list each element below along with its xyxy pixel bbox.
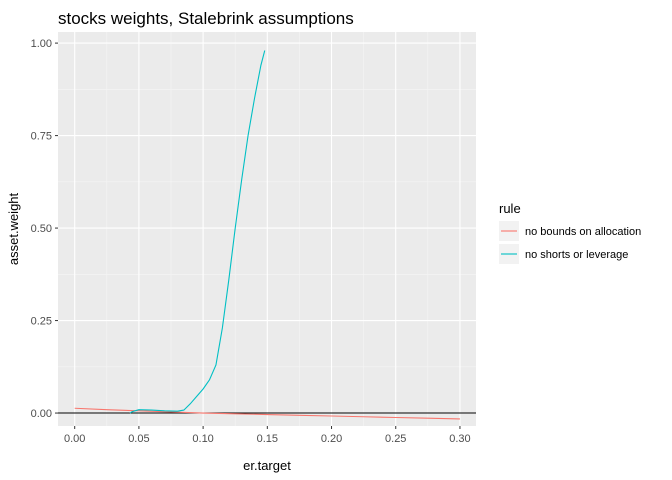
x-tick-label: 0.25 [385,433,406,445]
legend-label-2: no shorts or leverage [525,249,628,261]
y-tick-label: 0.00 [31,408,52,420]
x-tick-label: 0.10 [192,433,213,445]
y-axis: 0.00 0.25 0.50 0.75 1.00 [31,38,58,420]
legend: rule no bounds on allocation no shorts or… [499,201,641,264]
x-tick-label: 0.05 [128,433,149,445]
x-tick-label: 0.30 [449,433,470,445]
chart-title: stocks weights, Stalebrink assumptions [58,9,354,28]
y-tick-label: 1.00 [31,38,52,50]
x-tick-label: 0.00 [64,433,85,445]
series-line-1 [74,407,460,420]
x-tick-label: 0.15 [257,433,278,445]
legend-label-1: no bounds on allocation [525,226,641,238]
y-tick-label: 0.25 [31,316,52,328]
series-layer [74,50,460,420]
series-line-2 [129,50,266,414]
x-axis: 0.00 0.05 0.10 0.15 0.20 0.25 0.30 [64,426,471,445]
x-tick-label: 0.20 [321,433,342,445]
legend-title: rule [499,201,521,216]
y-axis-title: asset.weight [6,192,21,265]
x-axis-title: er.target [243,458,291,473]
y-tick-label: 0.75 [31,131,52,143]
y-tick-label: 0.50 [31,223,52,235]
